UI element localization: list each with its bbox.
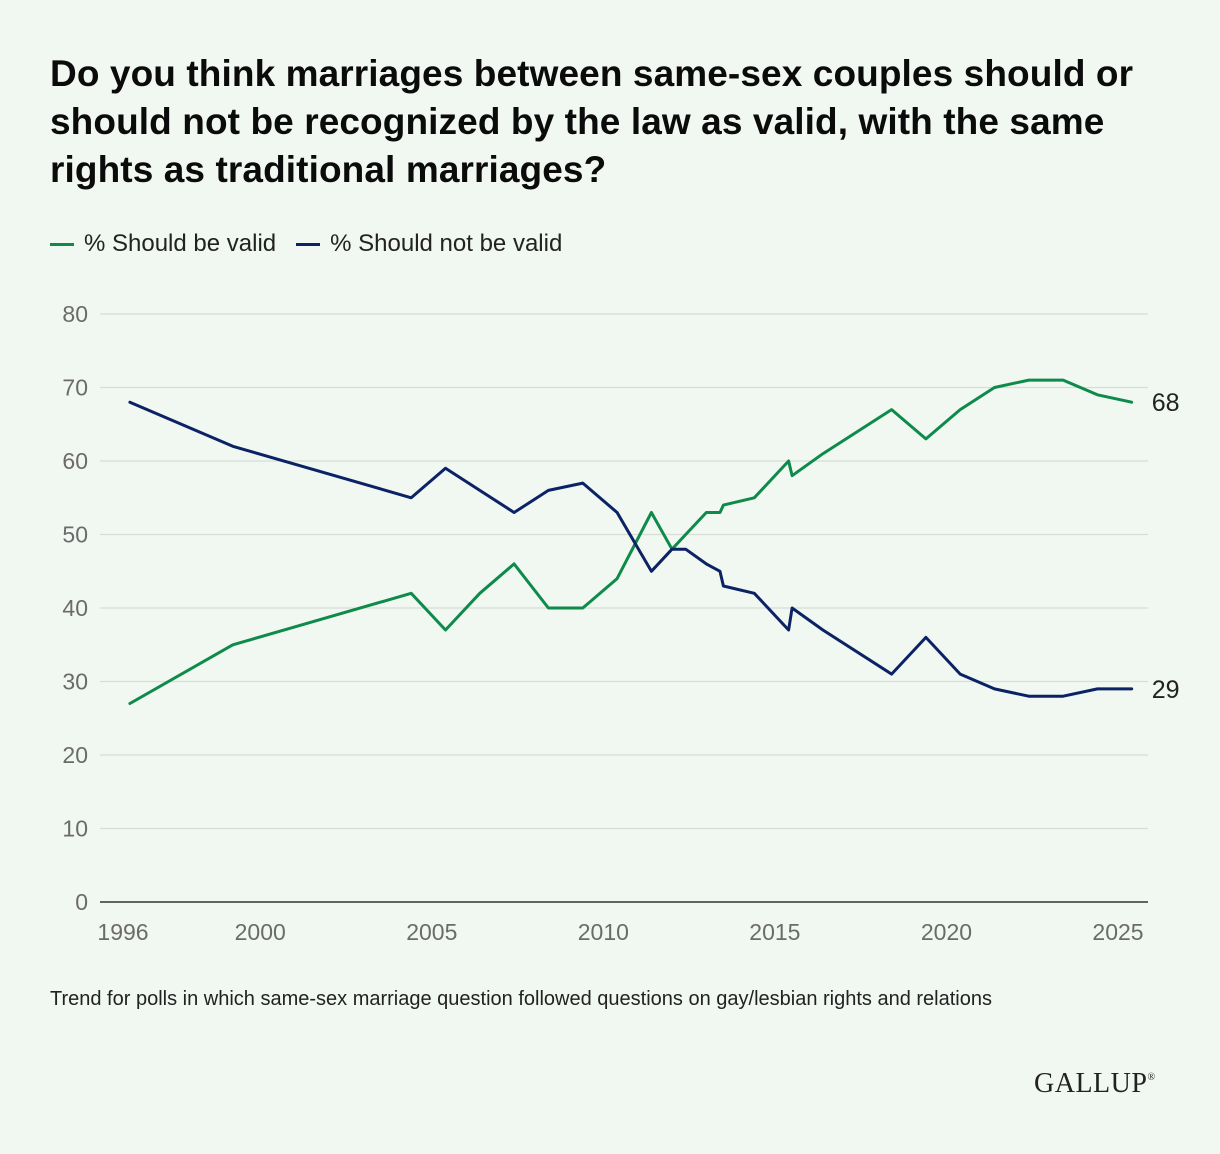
legend-swatch-not-valid bbox=[296, 242, 321, 246]
y-tick-label-20: 20 bbox=[62, 742, 88, 768]
y-tick-label-30: 30 bbox=[62, 669, 88, 695]
x-tick-label-2020: 2020 bbox=[921, 919, 972, 945]
y-tick-label-70: 70 bbox=[62, 375, 88, 401]
gallup-logo: GALLUP® bbox=[1034, 1068, 1156, 1100]
line-chart: 0 10 20 30 40 50 60 70 80 1996 2000 2005 2010 2015 202… bbox=[62, 301, 1180, 945]
legend-item-not-valid: % Should not be valid bbox=[296, 230, 562, 258]
end-label-not-valid: 29 bbox=[1152, 676, 1180, 704]
chart-title: Do you think marriages between same-sex … bbox=[50, 53, 1134, 190]
x-tick-label-1996: 1996 bbox=[97, 919, 148, 945]
y-tick-label-80: 80 bbox=[62, 301, 88, 327]
chart-legend: % Should be valid % Should not be valid bbox=[50, 230, 582, 258]
x-tick-label-2005: 2005 bbox=[406, 919, 457, 945]
footnote: Trend for polls in which same-sex marria… bbox=[50, 988, 992, 1010]
legend-item-valid: % Should be valid bbox=[50, 230, 276, 258]
registered-mark: ® bbox=[1147, 1072, 1156, 1083]
x-tick-label-2010: 2010 bbox=[578, 919, 629, 945]
series-line-not-valid bbox=[128, 400, 1134, 698]
legend-label-not-valid: % Should not be valid bbox=[330, 230, 563, 257]
series-line-valid bbox=[128, 378, 1134, 705]
x-tick-label-2015: 2015 bbox=[749, 919, 800, 945]
x-tick-label-2000: 2000 bbox=[235, 919, 286, 945]
y-tick-label-50: 50 bbox=[62, 522, 88, 548]
legend-swatch-valid bbox=[50, 242, 74, 246]
y-tick-label-0: 0 bbox=[75, 889, 88, 915]
x-tick-label-2025: 2025 bbox=[1092, 919, 1143, 945]
gallup-logo-text: GALLUP bbox=[1034, 1068, 1148, 1099]
legend-label-valid: % Should be valid bbox=[84, 230, 277, 257]
y-tick-label-40: 40 bbox=[62, 595, 88, 621]
y-tick-label-10: 10 bbox=[62, 816, 88, 842]
end-label-valid: 68 bbox=[1152, 389, 1180, 417]
y-tick-label-60: 60 bbox=[62, 448, 88, 474]
